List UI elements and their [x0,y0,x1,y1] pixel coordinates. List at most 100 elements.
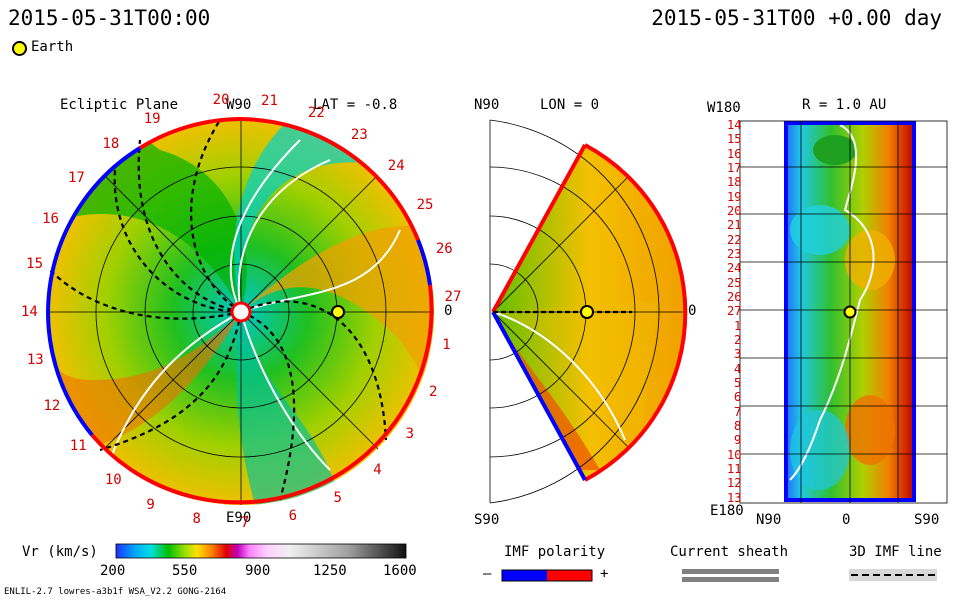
current-sheath-lines [109,139,401,471]
rotation-label: 11 [69,438,87,455]
rotation-label: 21 [261,92,278,109]
synoptic-row-label: 25 [727,275,742,290]
speed-colorbar [115,543,407,559]
ecliptic-right-label: 0 [444,303,453,319]
meridional-panel [489,119,688,504]
imf-minus-label: – [483,566,492,582]
rotation-label: 26 [435,241,453,258]
model-footer: ENLIL-2.7 lowres-a3b1f WSA_V2.2 GONG-216… [4,587,227,597]
colorbar-label: Vr (km/s) [22,544,98,560]
rotation-label: 19 [143,110,161,127]
imf-polarity-title: IMF polarity [504,544,606,560]
synoptic-row-label: 1 [734,318,742,333]
synoptic-row-label: 26 [727,290,742,304]
colorbar-tick-1250: 1250 [313,563,347,579]
synoptic-panel [739,120,948,504]
meridional-right-label: 0 [688,303,697,319]
colorbar-tick-550: 550 [172,563,198,579]
rotation-label: 17 [68,169,85,186]
rotation-label: 9 [146,496,155,513]
synoptic-row-label: 9 [734,433,742,448]
imf-line-title: 3D IMF line [849,544,942,560]
meridional-top-label: N90 [474,97,500,113]
synoptic-row-label: 14 [727,118,742,132]
synoptic-row-label: 20 [727,204,742,218]
synoptic-title: R = 1.0 AU [802,97,887,113]
synoptic-row-label: 22 [727,232,742,247]
earth-marker-meridional [580,305,594,319]
rotation-label: 8 [192,511,201,528]
rotation-label: 23 [350,126,368,143]
rotation-label: 20 [212,91,230,108]
synoptic-row-label: 21 [727,218,742,233]
rotation-label: 2 [429,383,438,400]
synoptic-x-mid: 0 [842,512,851,528]
synoptic-row-label: 10 [727,447,742,462]
earth-legend-icon [12,41,27,56]
synoptic-row-label: 6 [734,390,742,405]
rotation-label: 16 [42,210,59,227]
rotation-label: 15 [26,256,44,273]
earth-legend-label: Earth [31,39,74,55]
imf-negative-swatch [502,570,547,581]
ecliptic-bottom-label: E90 [226,510,252,526]
earth-marker-synoptic [843,305,857,319]
synoptic-row-label: 3 [734,347,742,362]
synoptic-row-label: 18 [727,175,742,190]
rotation-label: 22 [307,104,325,121]
rotation-label: 5 [333,489,342,506]
synoptic-row-label: 16 [727,146,742,161]
synoptic-row-label: 27 [727,304,742,319]
rotation-label: 25 [416,197,434,213]
synoptic-row-label: 8 [734,419,742,434]
synoptic-row-label: 5 [734,376,742,391]
synoptic-row-label: 24 [727,261,742,276]
current-sheath-title: Current sheath [670,544,789,560]
rotation-label: 6 [288,507,298,524]
synoptic-row-label: 2 [734,333,742,348]
synoptic-row-label: 23 [727,247,742,261]
synoptic-row-label: 17 [727,161,742,175]
synoptic-row-label: 15 [727,132,742,147]
imf-positive-swatch [547,570,592,581]
earth-marker-ecliptic [331,305,345,319]
synoptic-row-label: 12 [727,476,742,491]
right-timestamp: 2015-05-31T00 +0.00 day [651,6,942,30]
rotation-label: 12 [43,397,61,414]
synoptic-row-label: 7 [734,404,742,419]
imf-plus-label: + [600,566,609,582]
colorbar-tick-1600: 1600 [383,563,417,579]
sun-marker [230,301,252,323]
rotation-label: 10 [104,471,122,488]
synoptic-x-left: N90 [756,512,782,528]
synoptic-sheath [789,124,875,481]
current-sheath-swatch-top [682,569,779,574]
meridional-bottom-label: S90 [474,512,500,528]
synoptic-x-right: S90 [914,512,940,528]
synoptic-bottom-left: E180 [710,503,744,519]
current-sheath-swatch-bottom [682,577,779,582]
synoptic-row-label: 19 [727,189,742,204]
rotation-label: 4 [373,462,382,479]
rotation-label: 3 [405,426,415,443]
synoptic-row-label: 13 [727,490,742,505]
rotation-label: 14 [21,304,38,321]
synoptic-top-left: W180 [707,100,741,116]
left-timestamp: 2015-05-31T00:00 [8,6,211,30]
ecliptic-top-label: W90 [226,97,252,113]
rotation-label: 13 [26,352,44,369]
synoptic-row-label: 4 [734,361,742,376]
meridional-lon-text: LON = 0 [540,97,600,113]
imf-line-swatch-bg [849,569,937,581]
rotation-label: 7 [240,514,250,531]
rotation-label: 1 [442,337,451,354]
colorbar-tick-900: 900 [245,563,271,579]
ecliptic-title: Ecliptic Plane [60,97,179,113]
ecliptic-lat-text: LAT = -0.8 [313,97,398,113]
ecliptic-panel [46,117,434,505]
colorbar-tick-200: 200 [100,563,126,579]
synoptic-row-label: 11 [727,462,742,477]
imf-dashed-lines [49,119,388,501]
rotation-label: 27 [444,288,462,305]
